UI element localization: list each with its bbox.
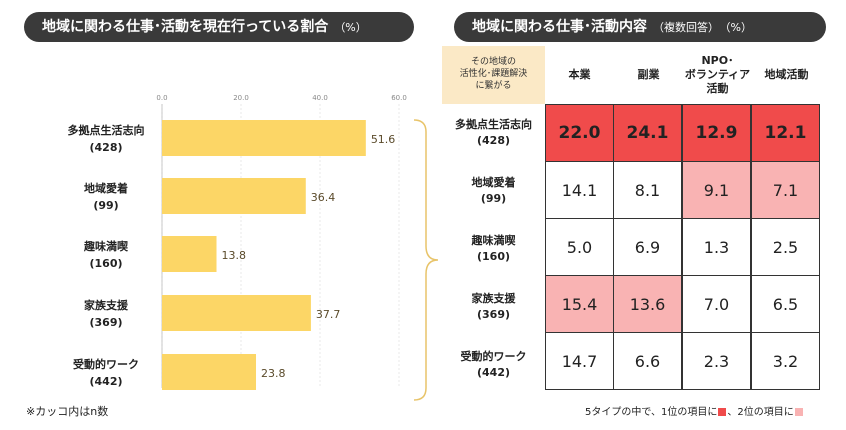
category-n-label: (369): [89, 316, 122, 329]
legend-footer: 5タイプの中で、1位の項目に 、2位の項目に: [585, 403, 804, 418]
left-chart-title: 地域に関わる仕事･活動を現在行っている割合 （%）: [24, 12, 414, 42]
row-n-text: (99): [480, 192, 507, 205]
category-label: 多拠点生活志向: [68, 123, 145, 137]
row-n-text: (160): [476, 250, 511, 263]
bar: [162, 295, 311, 331]
category-label: 受動的ワーク: [73, 357, 139, 371]
row-n-text: (369): [476, 308, 511, 321]
right-title-text: 地域に関わる仕事･活動内容: [472, 19, 647, 35]
category-label: 趣味満喫: [83, 239, 129, 253]
column-header: NPO･ ボランティア 活動: [684, 53, 751, 96]
row-label: 地域愛着 (99): [442, 162, 545, 220]
tick-label: 20.0: [233, 94, 249, 102]
right-title-unit: （%）: [725, 21, 752, 34]
left-title-text: 地域に関わる仕事･活動を現在行っている割合: [42, 19, 329, 35]
bar-chart: 0.0 20.0 40.0 60.0 51.6 多拠点生活志向 (428) 36.4 地域愛着 (…: [68, 94, 407, 390]
category-n-label: (99): [93, 199, 118, 212]
table-cell: 7.0: [682, 275, 751, 333]
row-label: 趣味満喫 (160): [442, 220, 545, 278]
row-header-purpose: その地域の 活性化･課題解決 に繋がる: [442, 46, 545, 104]
table-cell: 13.6: [613, 275, 682, 333]
table-cell: 24.1: [613, 104, 682, 162]
row-label: 受動的ワーク (442): [442, 336, 545, 394]
table-cell: 5.0: [545, 218, 614, 276]
rank1-swatch: [718, 408, 727, 416]
table-cell: 14.1: [545, 161, 614, 219]
row-label: 多拠点生活志向 (428): [442, 104, 545, 162]
row-n-text: (428): [476, 134, 511, 147]
table-cell: 9.1: [682, 161, 751, 219]
table-cell: 12.1: [751, 104, 820, 162]
column-header: 地域活動: [764, 67, 809, 81]
table-cell: 7.1: [751, 161, 820, 219]
data-label: 36.4: [311, 191, 336, 204]
table-cell: 22.0: [545, 104, 614, 162]
bar: [162, 178, 306, 214]
bar: [162, 236, 217, 272]
table-cell: 6.9: [613, 218, 682, 276]
tick-label: 40.0: [312, 94, 328, 102]
column-header: 副業: [637, 67, 660, 81]
sample-size-note: ※カッコ内はn数: [26, 405, 109, 418]
rank2-swatch: [794, 408, 803, 416]
data-label: 37.7: [316, 308, 341, 321]
row-n-text: (442): [476, 366, 511, 379]
bar: [162, 120, 366, 156]
table-cell: 2.5: [751, 218, 820, 276]
right-chart-title: 地域に関わる仕事･活動内容 （複数回答） （%）: [454, 12, 826, 42]
table-cell: 6.5: [751, 275, 820, 333]
table-cell: 15.4: [545, 275, 614, 333]
table-cell: 8.1: [613, 161, 682, 219]
table-cell: 2.3: [682, 332, 751, 390]
table-cell: 14.7: [545, 332, 614, 390]
row-label-text: 地域愛着: [471, 175, 516, 189]
category-n-label: (428): [89, 141, 122, 154]
category-n-label: (160): [89, 257, 122, 270]
data-label: 51.6: [371, 133, 396, 146]
row-label-text: 家族支援: [471, 291, 516, 305]
category-label: 地域愛着: [84, 181, 128, 195]
footer-text-1: 5タイプの中で、1位の項目に: [585, 407, 718, 418]
left-title-unit: （%）: [334, 21, 367, 34]
row-label-text: 趣味満喫: [471, 233, 516, 247]
table-cell: 6.6: [613, 332, 682, 390]
row-label: 家族支援 (369): [442, 278, 545, 336]
tick-label: 60.0: [391, 94, 407, 102]
footer-text-2: 、2位の項目に: [727, 407, 794, 418]
column-header: 本業: [568, 67, 591, 81]
connector-brace: [413, 119, 439, 401]
data-label: 23.8: [261, 367, 286, 380]
row-label-text: 受動的ワーク: [460, 349, 527, 363]
table-cell: 12.9: [682, 104, 751, 162]
tick-label: 0.0: [156, 94, 167, 102]
bar: [162, 354, 257, 390]
table-cell: 1.3: [682, 218, 751, 276]
row-label-text: 多拠点生活志向: [455, 117, 532, 131]
category-label: 家族支援: [84, 298, 129, 312]
data-label: 13.8: [222, 249, 247, 262]
category-n-label: (442): [89, 375, 122, 388]
table-cell: 3.2: [751, 332, 820, 390]
right-title-subtitle: （複数回答）: [653, 21, 719, 34]
